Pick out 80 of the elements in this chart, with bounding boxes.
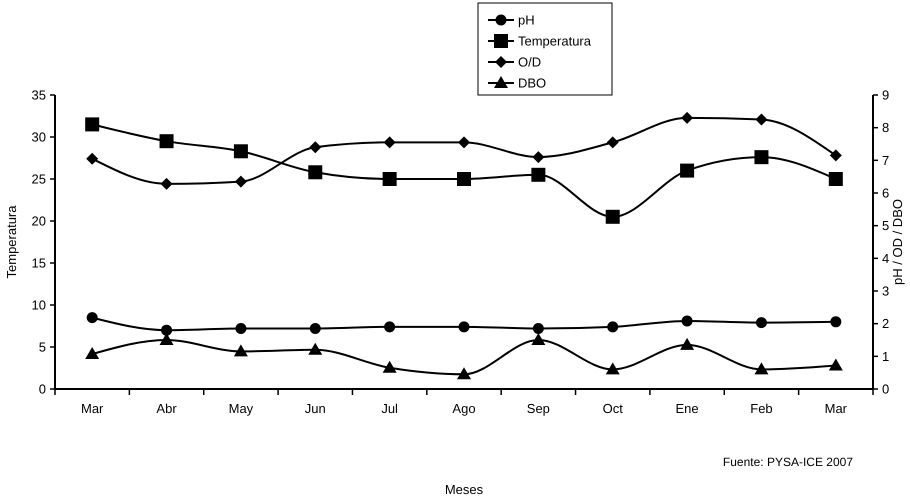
point [458,321,470,332]
legend-label: DBO [518,76,546,91]
y2-tick-label: 7 [882,152,890,168]
x-tick-label: Mar [80,401,104,416]
point [384,321,396,332]
x-tick-label: Feb [750,401,773,416]
point [308,165,322,180]
y2-tick-label: 4 [882,250,890,266]
legend-label: pH [518,12,535,28]
point [830,316,842,328]
point [531,168,546,182]
y2-tick-label: 8 [882,120,890,136]
point [532,323,544,334]
point [382,360,397,373]
y2-tick-label: 9 [882,88,890,103]
point [754,362,768,374]
y-tick-label: 10 [32,298,46,313]
point [160,178,173,190]
y2-axis-title: pH / OD / DBO [890,199,905,285]
point [756,317,767,328]
point [680,164,694,178]
point [755,114,768,126]
point [85,347,100,360]
point [830,149,842,162]
point [606,136,619,148]
source-note: Fuente: PYSA-ICE 2007 [722,455,854,469]
y2-tick-label: 6 [882,186,890,201]
point [382,172,397,186]
y-tick-label: 5 [38,340,46,355]
point [532,151,544,164]
point [234,176,247,188]
x-tick-label: Jul [381,401,398,416]
point [85,117,100,132]
y2-tick-label: 1 [882,348,890,364]
x-tick-label: Ago [452,401,476,416]
point [160,134,174,148]
text: Meses [444,482,484,497]
y-tick-label: 35 [32,88,46,103]
point [86,152,98,165]
x-tick-label: Mar [824,401,848,416]
point [606,210,620,224]
x-tick-label: Abr [156,401,178,416]
point [86,312,98,324]
point [458,136,470,148]
point [309,141,322,154]
point [384,136,396,148]
point [681,112,694,124]
point [234,144,248,158]
y-tick-label: 30 [32,130,46,145]
point [310,323,321,334]
y2-tick-label: 3 [882,284,890,299]
x-tick-label: Ene [676,401,699,416]
point [606,362,620,374]
y-tick-label: 20 [32,214,46,229]
y2-tick-label: 2 [882,316,890,332]
legend-label: O/D [518,54,542,70]
point [754,150,768,164]
point [531,333,546,345]
point [682,315,693,326]
legend-label: Temperatura [518,34,592,49]
y-tick-label: 25 [32,172,46,187]
y-axis-title: Temperatura [4,204,19,278]
point [234,344,248,356]
point [457,172,471,186]
x-tick-label: Sep [526,401,550,416]
point [828,172,843,186]
point [607,321,618,332]
x-tick-label: Oct [602,401,624,416]
x-tick-label: May [228,401,254,416]
y2-tick-label: 5 [882,218,890,234]
y2-tick-label: 0 [882,382,890,397]
point [680,338,694,350]
y-tick-label: 0 [38,382,46,397]
x-tick-label: Jun [304,401,326,416]
point [235,323,246,334]
y-tick-label: 15 [32,256,46,271]
point [457,367,471,380]
point [308,342,322,355]
point [828,358,843,370]
point [161,324,172,336]
